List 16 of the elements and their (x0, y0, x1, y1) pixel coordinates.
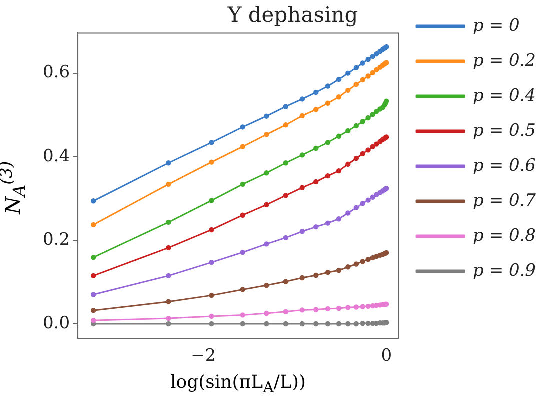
legend-label: p = 0.8 (473, 226, 536, 246)
y-tick-label: 0.2 (42, 230, 70, 250)
x-axis-title: log(sin(πL$_{A}$/L)) (170, 372, 307, 397)
y-tick-label: 0.0 (42, 313, 70, 334)
legend-label: p = 0.9 (473, 260, 536, 281)
x-tick-label: −2 (190, 346, 216, 366)
legend-label: p = 0 (473, 16, 520, 36)
chart-title: Y dephasing (226, 3, 358, 28)
y-tick-label: 0.4 (42, 146, 70, 166)
y-tick-label: 0.6 (42, 62, 70, 83)
legend-label: p = 0.2 (473, 50, 536, 71)
legend-label: p = 0.7 (473, 190, 536, 211)
legend-label: p = 0.4 (473, 86, 536, 106)
x-tick-label: 0 (381, 346, 392, 366)
legend-label: p = 0.6 (473, 156, 536, 176)
legend-label: p = 0.5 (473, 120, 536, 141)
